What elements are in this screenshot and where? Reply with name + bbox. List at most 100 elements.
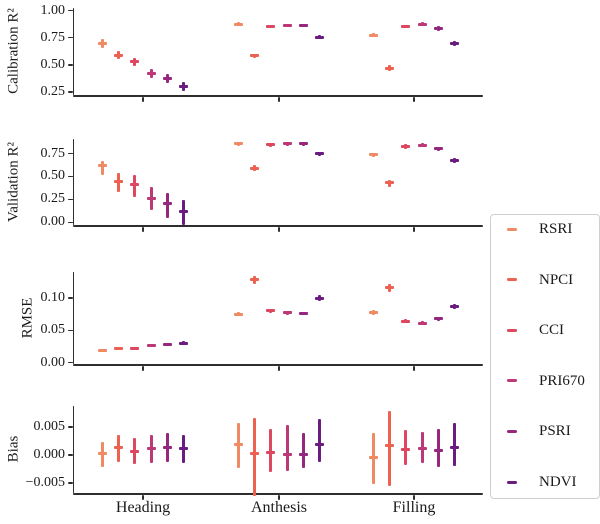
y-axis-spine bbox=[72, 406, 74, 493]
npci-mean-marker bbox=[250, 452, 260, 456]
y-tick-label: 0.75 bbox=[40, 29, 66, 45]
pri670-mean-marker bbox=[146, 196, 156, 200]
psri-errorbar bbox=[436, 429, 440, 468]
psri-mean-marker bbox=[433, 317, 443, 321]
npci-mean-marker bbox=[114, 347, 124, 351]
y-tick bbox=[67, 329, 73, 331]
cci-mean-marker bbox=[401, 319, 411, 323]
rsri-marker-icon bbox=[507, 227, 517, 231]
x-tick bbox=[142, 494, 144, 500]
ndvi-mean-marker bbox=[315, 152, 324, 156]
y-axis-spine bbox=[72, 272, 74, 364]
cci-errorbar bbox=[404, 430, 408, 466]
x-category-label-filling: Filling bbox=[392, 499, 436, 516]
y-tick-label: 0.10 bbox=[40, 290, 66, 305]
x-axis-spine bbox=[72, 95, 483, 97]
pri670-mean-marker bbox=[282, 452, 292, 456]
ndvi-mean-marker bbox=[179, 446, 188, 450]
npci-mean-marker bbox=[114, 446, 124, 450]
pri670-mean-marker bbox=[282, 142, 292, 146]
npci-mean-marker bbox=[385, 66, 395, 70]
x-tick bbox=[413, 365, 415, 371]
y-tick bbox=[67, 426, 73, 428]
x-tick bbox=[413, 96, 415, 102]
npci-mean-marker bbox=[250, 278, 260, 282]
cci-mean-marker bbox=[130, 183, 140, 187]
pri670-mean-marker bbox=[282, 311, 292, 315]
legend-item-cci: CCI bbox=[491, 320, 599, 340]
y-tick-label: 0.05 bbox=[40, 322, 66, 338]
psri-mean-marker bbox=[433, 26, 443, 30]
npci-mean-marker bbox=[250, 54, 260, 58]
ndvi-mean-marker bbox=[450, 445, 459, 449]
x-category-label-heading: Heading bbox=[115, 499, 171, 516]
y-tick-label: 0.25 bbox=[40, 191, 66, 207]
y-tick-label: 0.00 bbox=[40, 214, 66, 230]
y-tick-label: 0.005 bbox=[33, 418, 66, 434]
y-tick bbox=[67, 482, 73, 484]
x-tick bbox=[413, 226, 415, 232]
ndvi-errorbar bbox=[453, 423, 456, 467]
cci-mean-marker bbox=[130, 346, 140, 350]
cci-marker-icon bbox=[507, 328, 517, 332]
legend-label-npci: NPCI bbox=[539, 271, 574, 288]
y-tick bbox=[67, 361, 73, 364]
legend-item-pri670: PRI670 bbox=[491, 371, 599, 391]
legend-label-rsri: RSRI bbox=[539, 221, 573, 237]
rsri-mean-marker bbox=[234, 312, 243, 316]
cci-mean-marker bbox=[401, 145, 411, 149]
psri-mean-marker bbox=[162, 77, 172, 81]
legend-label-ndvi: NDVI bbox=[539, 474, 577, 490]
ndvi-marker-icon bbox=[507, 480, 517, 484]
psri-mean-marker bbox=[162, 342, 172, 346]
pri670-mean-marker bbox=[417, 321, 427, 325]
psri-marker-icon bbox=[507, 429, 517, 433]
y-tick-label: −0.005 bbox=[25, 474, 65, 490]
ndvi-mean-marker bbox=[179, 85, 188, 89]
y-tick bbox=[67, 91, 73, 93]
rsri-mean-marker bbox=[98, 163, 107, 167]
psri-mean-marker bbox=[162, 445, 172, 449]
psri-errorbar bbox=[301, 433, 305, 469]
ndvi-mean-marker bbox=[450, 158, 459, 162]
rsri-mean-marker bbox=[98, 41, 107, 45]
npci-errorbar bbox=[253, 418, 257, 496]
npci-marker-icon bbox=[507, 278, 517, 282]
y-axis-spine bbox=[72, 8, 74, 95]
x-tick bbox=[278, 494, 280, 500]
y-tick bbox=[67, 221, 73, 224]
legend-label-pri670: PRI670 bbox=[539, 372, 585, 389]
y-tick bbox=[67, 198, 73, 201]
x-tick bbox=[413, 494, 415, 500]
ndvi-errorbar bbox=[318, 419, 321, 463]
y-tick bbox=[67, 9, 73, 12]
cci-mean-marker bbox=[130, 60, 140, 64]
psri-mean-marker bbox=[298, 311, 308, 315]
rsri-mean-marker bbox=[234, 142, 243, 146]
x-axis-spine bbox=[72, 364, 483, 366]
cci-mean-marker bbox=[266, 309, 276, 313]
y-tick-label: 0.50 bbox=[40, 56, 66, 72]
y-tick-label: 0.75 bbox=[40, 145, 66, 161]
psri-mean-marker bbox=[433, 449, 443, 452]
y-tick bbox=[67, 36, 73, 39]
y-tick-label: 1.00 bbox=[40, 2, 66, 18]
x-tick bbox=[142, 96, 144, 102]
rsri-mean-marker bbox=[369, 310, 378, 314]
x-tick bbox=[142, 365, 144, 371]
pri670-mean-marker bbox=[282, 23, 292, 27]
legend-item-ndvi: NDVI bbox=[491, 472, 599, 492]
cci-errorbar bbox=[269, 428, 273, 473]
cci-mean-marker bbox=[266, 24, 276, 28]
rsri-mean-marker bbox=[98, 348, 107, 352]
cci-mean-marker bbox=[401, 24, 411, 28]
rsri-errorbar bbox=[101, 160, 104, 175]
x-tick bbox=[278, 365, 280, 371]
legend-item-rsri: RSRI bbox=[491, 219, 599, 239]
ndvi-mean-marker bbox=[450, 304, 459, 308]
x-category-label-anthesis: Anthesis bbox=[251, 499, 307, 516]
ndvi-mean-marker bbox=[315, 442, 324, 446]
